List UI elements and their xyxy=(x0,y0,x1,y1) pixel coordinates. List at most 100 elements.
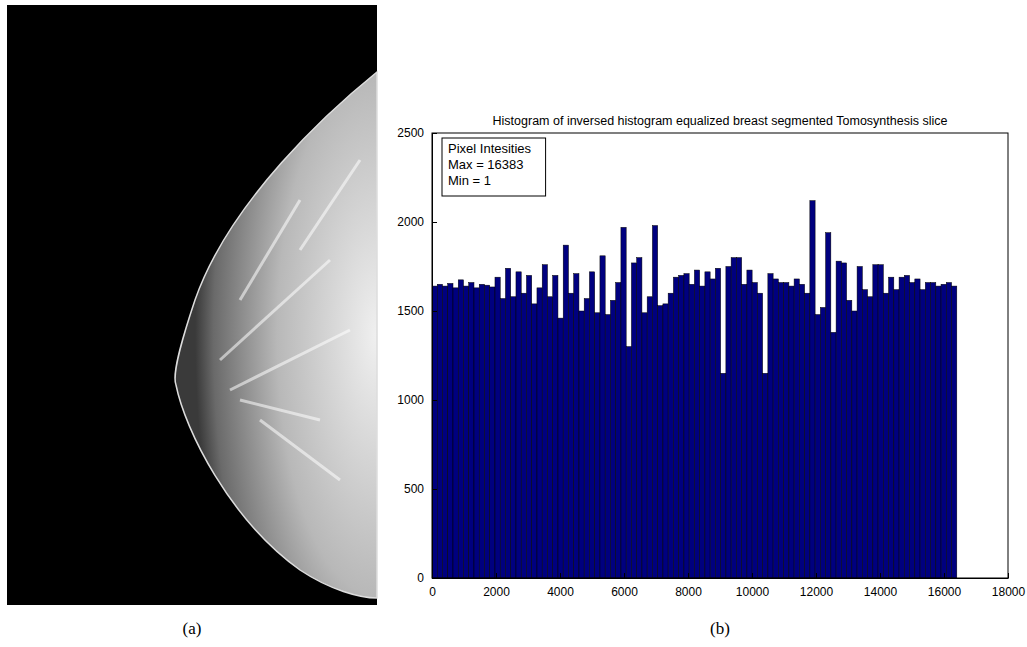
y-tick-mark xyxy=(432,578,437,579)
y-tick-label: 2000 xyxy=(397,215,424,229)
histogram-bar xyxy=(799,284,804,578)
tissue-streak xyxy=(230,330,350,390)
y-tick-label: 2500 xyxy=(397,126,424,140)
x-tick: 18000 xyxy=(992,573,1026,599)
bars xyxy=(432,201,957,578)
histogram-bar xyxy=(915,279,920,578)
tissue-streak xyxy=(240,400,320,420)
annotation-box: Pixel IntesitiesMax = 16383Min = 1 xyxy=(442,138,546,196)
histogram-bar xyxy=(584,299,589,578)
x-tick-mark xyxy=(816,573,817,578)
histogram-bar xyxy=(642,313,647,578)
tissue-streak xyxy=(240,200,300,300)
histogram-bar xyxy=(637,258,642,578)
histogram-bar xyxy=(532,304,537,578)
histogram-bar xyxy=(904,275,909,578)
histogram-bar xyxy=(479,284,484,578)
x-tick-label: 18000 xyxy=(992,585,1026,599)
histogram-bar xyxy=(668,293,673,578)
histogram-bar xyxy=(873,265,878,578)
x-tick: 10000 xyxy=(736,573,770,599)
y-axis: 05001000150020002500 xyxy=(397,126,437,585)
y-tick-mark xyxy=(432,489,437,490)
histogram-bar xyxy=(542,265,547,578)
histogram-bar xyxy=(805,293,810,578)
histogram-bar xyxy=(600,256,605,578)
annotation: Pixel Intesities xyxy=(448,141,532,156)
x-tick-label: 8000 xyxy=(675,585,702,599)
histogram-bar xyxy=(841,263,846,578)
histogram-bar xyxy=(526,275,531,578)
histogram-bar xyxy=(495,277,500,578)
y-tick: 1500 xyxy=(397,304,437,318)
y-tick-label: 0 xyxy=(417,571,424,585)
x-axis: 0200040006000800010000120001400016000180… xyxy=(429,573,1025,599)
histogram-bar xyxy=(689,284,694,578)
histogram-bar xyxy=(852,311,857,578)
panel-label: (b) xyxy=(710,619,730,638)
y-tick-mark xyxy=(432,400,437,401)
x-tick: 2000 xyxy=(483,573,510,599)
x-tick-label: 2000 xyxy=(483,585,510,599)
x-tick: 4000 xyxy=(547,573,574,599)
tissue-streak xyxy=(300,160,360,250)
histogram-bar xyxy=(836,261,841,578)
y-tick: 0 xyxy=(417,571,437,585)
histogram-bar xyxy=(610,300,615,578)
histogram-bar xyxy=(563,245,568,578)
histogram-bar xyxy=(889,277,894,578)
histogram-bar xyxy=(862,290,867,578)
histogram-bar xyxy=(941,284,946,578)
histogram-bar xyxy=(658,306,663,578)
histogram-bar xyxy=(952,286,957,578)
histogram-bar xyxy=(857,267,862,579)
x-tick-label: 12000 xyxy=(800,585,834,599)
histogram-bar xyxy=(537,288,542,578)
histogram-bar xyxy=(568,293,573,578)
histogram-bar xyxy=(705,272,710,578)
histogram-bar xyxy=(647,297,652,578)
y-axis-line xyxy=(432,134,433,579)
histogram-bar xyxy=(726,267,731,579)
x-tick-label: 4000 xyxy=(547,585,574,599)
image-background xyxy=(7,5,377,605)
histogram-bar xyxy=(626,347,631,578)
histogram-bar xyxy=(574,274,579,578)
x-tick: 6000 xyxy=(611,573,638,599)
x-tick: 16000 xyxy=(928,573,962,599)
x-axis-line xyxy=(433,578,1009,579)
histogram-bar xyxy=(437,284,442,578)
histogram-bar xyxy=(920,290,925,578)
tissue-streak xyxy=(260,420,340,480)
histogram-bar xyxy=(936,286,941,578)
histogram-bar xyxy=(469,283,474,578)
histogram-bar xyxy=(679,275,684,578)
y-tick: 1000 xyxy=(397,393,437,407)
histogram-bar xyxy=(579,311,584,578)
histogram-bar xyxy=(747,270,752,578)
histogram-bar xyxy=(673,277,678,578)
x-tick-mark xyxy=(752,573,753,578)
x-tick-mark xyxy=(560,573,561,578)
y-tick-label: 1500 xyxy=(397,304,424,318)
y-tick-label: 1000 xyxy=(397,393,424,407)
x-tick: 12000 xyxy=(800,573,834,599)
tissue-streak xyxy=(220,260,330,360)
x-tick-mark xyxy=(944,573,945,578)
histogram-bar xyxy=(448,283,453,578)
histogram-bar xyxy=(516,272,521,578)
histogram-bar xyxy=(453,288,458,578)
histogram-bar xyxy=(547,297,552,578)
histogram-bar xyxy=(894,290,899,578)
plot-background xyxy=(432,133,1008,578)
histogram-bar xyxy=(789,286,794,578)
x-tick-mark xyxy=(688,573,689,578)
histogram-bar xyxy=(553,275,558,578)
x-tick-mark xyxy=(496,573,497,578)
x-tick-label: 14000 xyxy=(864,585,898,599)
y-tick: 2000 xyxy=(397,215,437,229)
annotation: Min = 1 xyxy=(448,173,491,188)
histogram-bar xyxy=(710,279,715,578)
x-tick: 8000 xyxy=(675,573,702,599)
histogram-bar xyxy=(925,283,930,578)
